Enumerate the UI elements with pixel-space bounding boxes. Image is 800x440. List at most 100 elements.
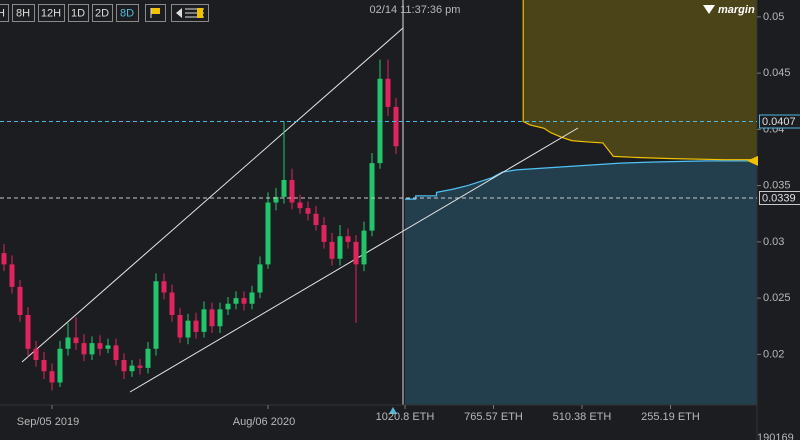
x-tick-label: Sep/05 2019 [17,416,79,428]
asks-line [522,0,757,161]
timeframe-button[interactable]: 8D [116,4,139,22]
button-frame [0,4,9,22]
y-tick-label: 0.045 [763,67,791,79]
button-label: 8D [120,7,134,19]
candle-body [297,202,303,209]
candle-body [225,303,231,310]
current-marker [389,407,397,414]
timeframe-button[interactable]: 8H [12,4,35,22]
candle-body [385,78,391,107]
candle-body [305,208,311,214]
candle-body [329,241,335,259]
candle-body [393,106,399,147]
price-label-box [759,191,800,205]
candle-body [129,365,135,372]
button-label: H [0,7,5,19]
button-label: 2D [95,7,109,19]
trend-line [21,27,404,363]
candle-body [57,348,63,383]
candle-body [153,281,159,349]
timeframe-button[interactable]: H [0,4,9,22]
candle-body [377,78,383,164]
x-tick-label: Aug/06 2020 [233,416,295,428]
asks-area [523,0,757,160]
candle-body [193,320,199,332]
candle-body [81,343,87,355]
brand-icon [703,5,715,14]
candle-body [17,286,23,315]
button-label: 1D [71,7,85,19]
candle-body [337,236,343,259]
candle-body [41,360,47,372]
menu-button[interactable] [171,4,209,22]
button-label: 8H [16,7,30,19]
y-tick-label: 0.035 [763,180,791,192]
candle-body [33,348,39,360]
x-tick-label: 255.19 ETH [641,411,700,423]
candle-body [25,315,31,349]
candle-body [97,343,103,349]
candle-body [265,202,271,265]
y-tick-label: 0.025 [763,292,791,304]
candle-body [369,163,375,231]
candle-body [137,365,143,368]
y-tick-label: 0.05 [763,11,784,23]
brand-name: margin [718,4,755,16]
price-label: 0.0339 [762,192,796,204]
candle-body [313,213,319,225]
candle-body [249,292,255,304]
bids-area [405,160,757,405]
candle-body [113,345,119,360]
candle-body [65,337,71,349]
y-tick-label: 0.03 [763,236,784,248]
timestamp: 02/14 11:37:36 pm [370,4,461,16]
candle-body [1,253,7,265]
button-frame [12,4,35,22]
candle-body [145,348,151,368]
price-label-box [759,114,800,129]
candle-body [217,309,223,327]
candle-body [257,264,263,293]
button-label: 12H [41,7,61,19]
candle-body [353,241,359,265]
candle-body [105,345,111,349]
footer-value: 190169 [757,432,794,440]
candle-body [73,337,79,344]
candle-body [281,180,287,197]
timeframe-button[interactable]: 2D [92,4,113,22]
candle-body [361,230,367,265]
candle-body [289,180,295,203]
candle-body [161,281,167,293]
last-bid-marker [747,155,758,166]
y-tick-label: 0.02 [763,348,784,360]
toolbar: H 8H 12H 1D 2D 8D [0,4,139,22]
price-label: 0.0407 [762,116,796,128]
candle-body [321,225,327,242]
candle-body [89,343,95,355]
candle-body [241,298,247,304]
candle-body [185,320,191,338]
x-tick-label: 1020.8 ETH [376,411,435,423]
button-frame [116,4,139,22]
x-tick-label: 510.38 ETH [553,411,612,423]
x-tick-label: 765.57 ETH [464,411,523,423]
candle-body [177,315,183,338]
candle-body [345,236,351,242]
button-frame [68,4,89,22]
candle-body [209,309,215,327]
candle-body [273,196,279,203]
timeframe-button[interactable]: 1D [68,4,89,22]
timeframe-button[interactable]: 12H [38,4,65,22]
button-frame [38,4,65,22]
candle-body [169,292,175,315]
candle-body [233,298,239,304]
button-frame [92,4,113,22]
candle-body [9,264,15,287]
brand: margin [703,4,755,16]
candle-body [121,360,127,372]
bids-line [405,160,757,200]
candle-body [49,371,55,383]
flag-button[interactable] [145,4,166,22]
candle-body [201,309,207,332]
